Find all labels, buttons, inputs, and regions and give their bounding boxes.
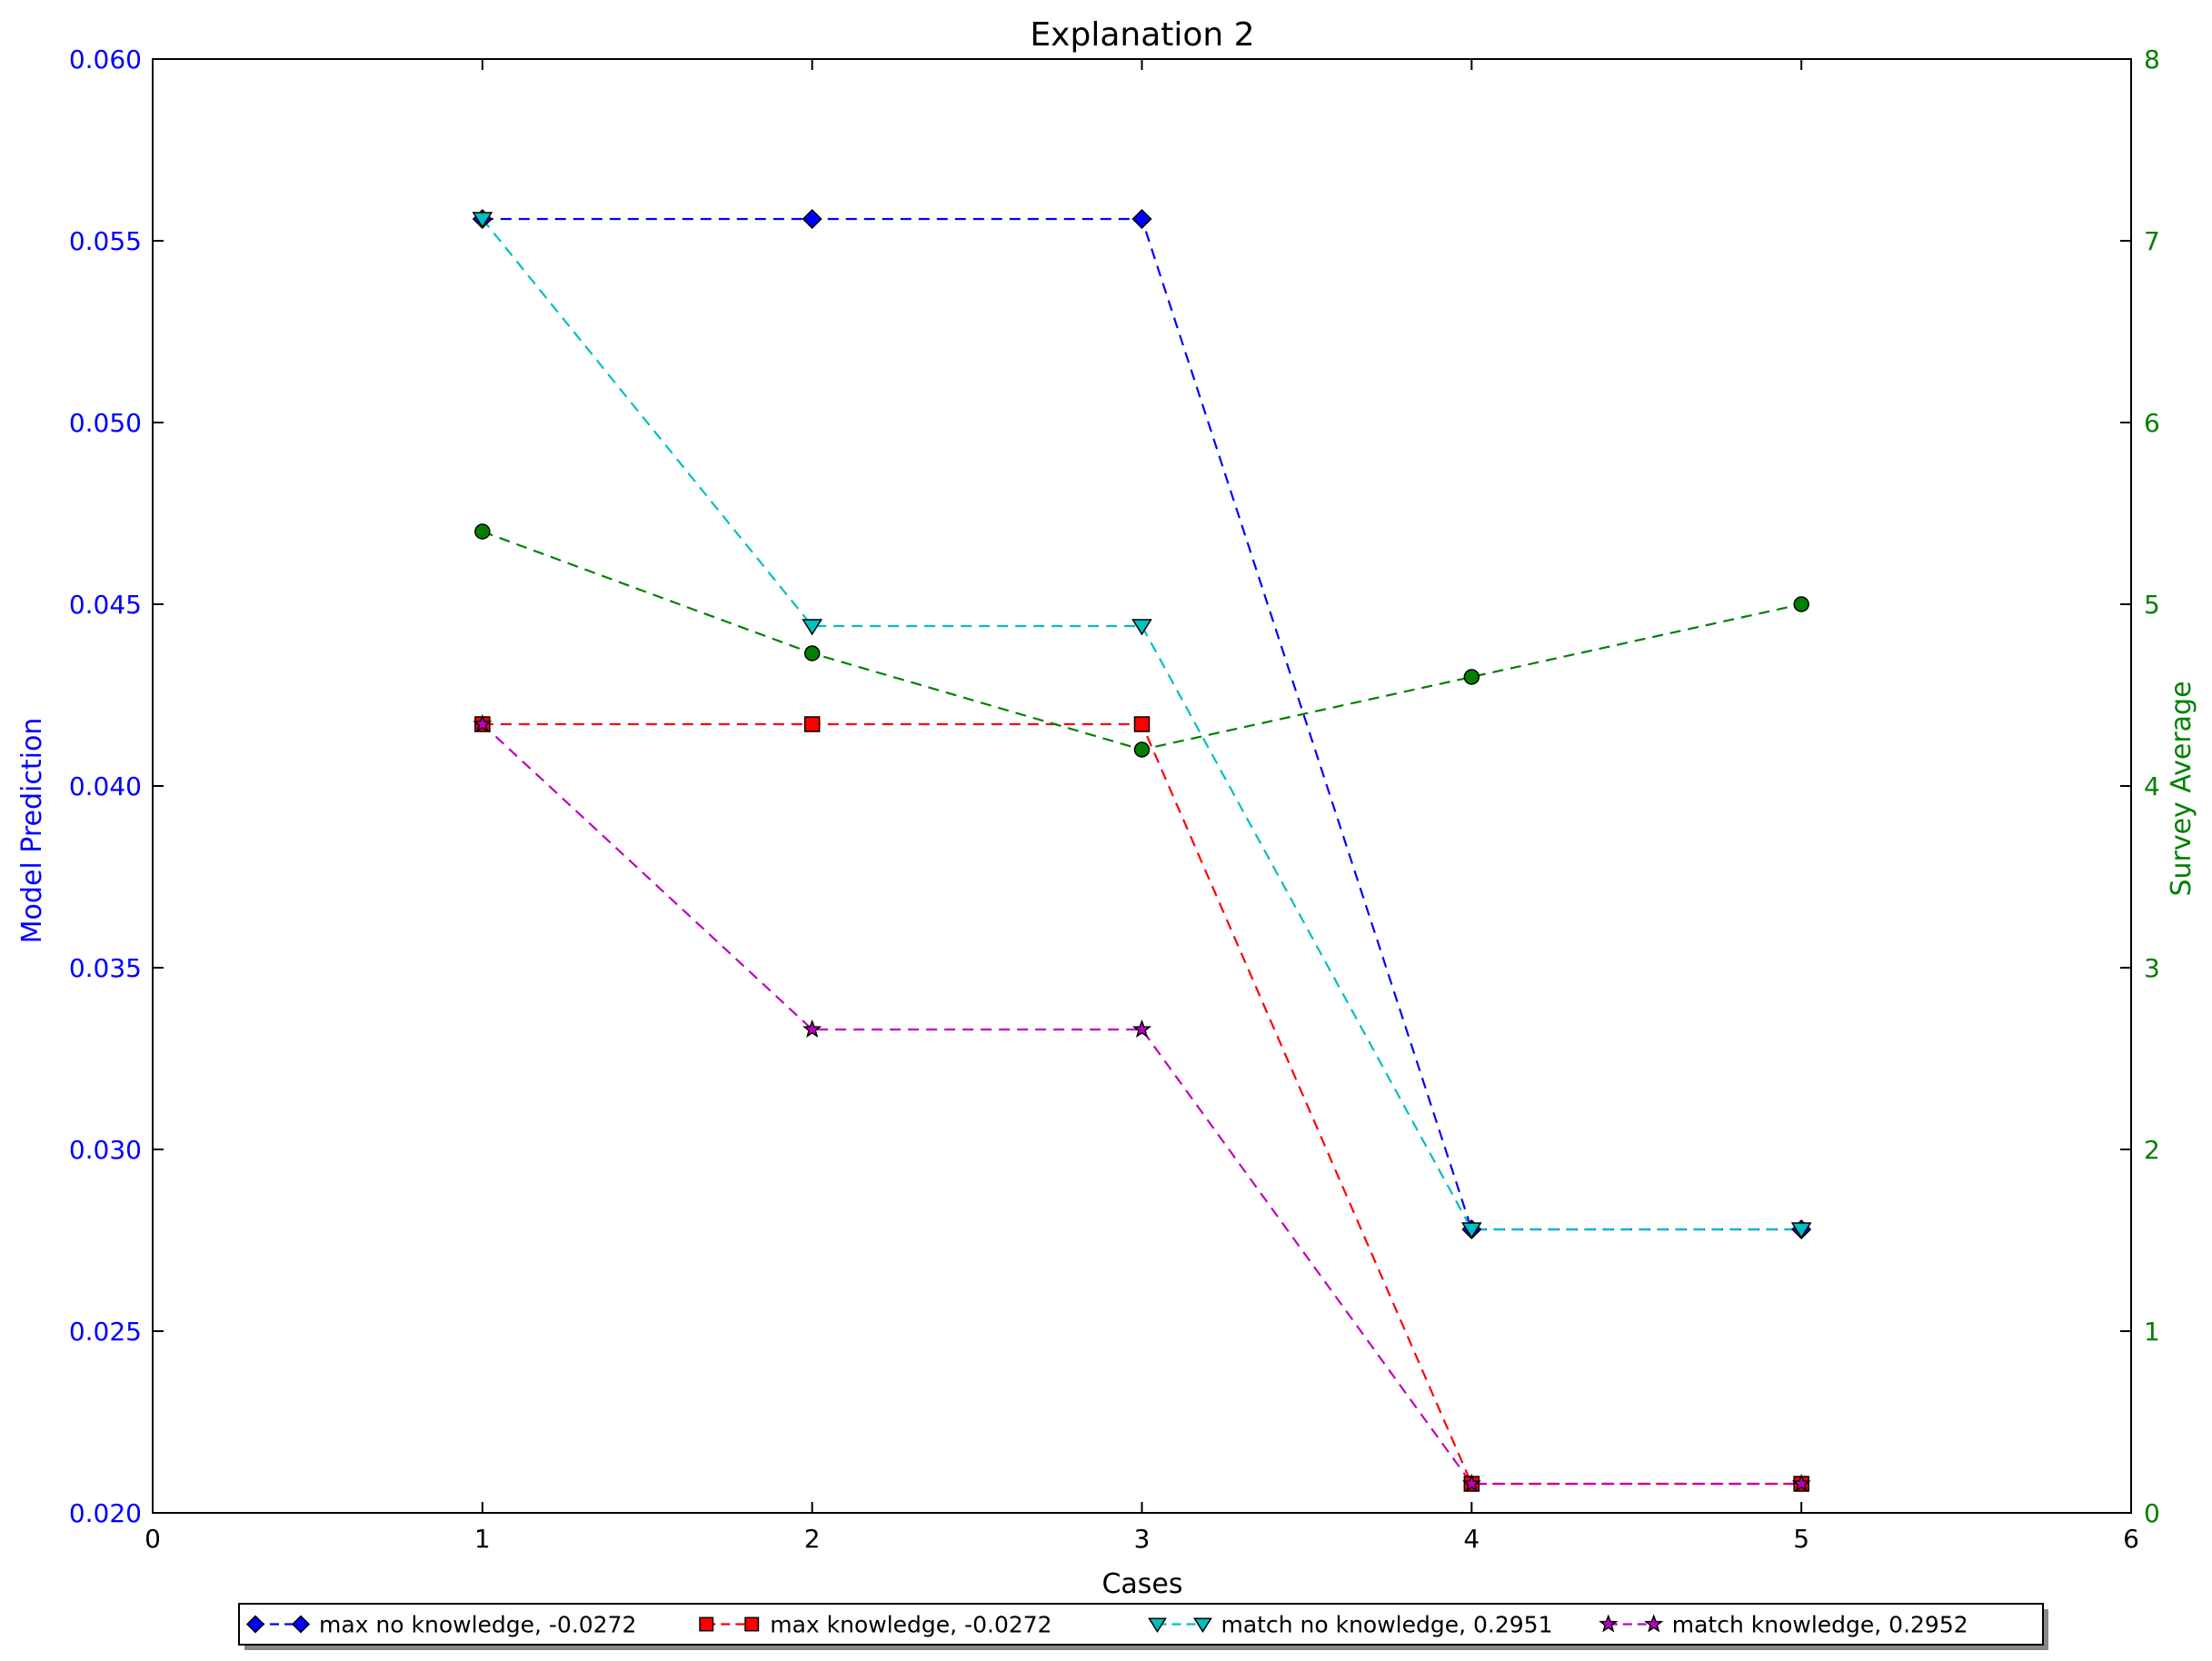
y-right-tick-label: 4 (2144, 771, 2160, 801)
y-axis-left-label: Model Prediction (16, 718, 48, 944)
x-tick-label: 6 (2123, 1524, 2139, 1554)
series-markers-2 (472, 212, 1812, 1239)
data-point-4-2 (1133, 741, 1151, 758)
legend-entry: match knowledge, 0.2952 (1599, 1612, 1968, 1638)
data-point-2-2 (1131, 619, 1152, 636)
legend: max no knowledge, -0.0272 max knowledge, … (238, 1603, 2048, 1650)
y-left-tick-label: 0.040 (69, 771, 142, 801)
y-right-tick-label: 8 (2144, 45, 2160, 75)
y-right-tick-label: 2 (2144, 1135, 2160, 1165)
data-point-3-1 (802, 1019, 822, 1039)
y-axis-right-label: Survey Average (2166, 681, 2197, 896)
data-point-1-1 (803, 716, 821, 732)
data-point-4-4 (1793, 596, 1809, 612)
data-point-4-3 (1463, 669, 1480, 685)
data-point-4-1 (803, 645, 821, 661)
series-line-3 (482, 723, 1802, 1486)
data-point-2-1 (802, 619, 823, 636)
y-right-tick-label: 7 (2144, 226, 2160, 256)
chart-title: Explanation 2 (1030, 16, 1254, 54)
y-left-tick-label: 0.020 (69, 1498, 142, 1528)
y-right-tick-label: 6 (2144, 408, 2160, 438)
x-tick-label: 1 (474, 1524, 491, 1554)
legend-marker (1599, 1614, 1619, 1633)
data-point-3-0 (473, 713, 493, 733)
y-left-tick-label: 0.030 (69, 1135, 142, 1165)
legend-marker (245, 1615, 265, 1634)
legend-entry: max knowledge, -0.0272 (699, 1612, 1052, 1638)
data-point-4-0 (474, 523, 491, 540)
legend-marker (744, 1616, 760, 1632)
data-point-0-2 (1131, 208, 1152, 230)
x-tick-label: 0 (144, 1524, 161, 1554)
legend-box (238, 1603, 2044, 1646)
legend-entry: max no knowledge, -0.0272 (245, 1612, 636, 1638)
y-left-tick-label: 0.055 (69, 226, 142, 256)
y-right-tick-label: 1 (2144, 1317, 2160, 1347)
x-axis-label: Cases (1101, 1568, 1182, 1600)
y-right-tick-label: 3 (2144, 953, 2160, 983)
legend-entry: match no knowledge, 0.2951 (1148, 1612, 1553, 1638)
x-tick-label: 2 (804, 1524, 821, 1554)
y-right-tick-label: 0 (2144, 1498, 2160, 1528)
data-point-0-1 (802, 208, 822, 230)
legend-label: match knowledge, 0.2952 (1672, 1612, 1968, 1638)
legend-label: max no knowledge, -0.0272 (319, 1612, 636, 1638)
legend-marker (699, 1616, 714, 1632)
legend-marker (1148, 1617, 1167, 1634)
data-point-2-3 (1460, 1222, 1482, 1239)
legend-label: match no knowledge, 0.2951 (1221, 1612, 1553, 1638)
series-markers-4 (474, 523, 1809, 758)
x-tick-label: 3 (1134, 1524, 1151, 1554)
legend-marker (1193, 1617, 1212, 1634)
legend-label: max knowledge, -0.0272 (770, 1612, 1051, 1638)
series-markers (472, 208, 1812, 1493)
axes: 0 1 2 3 4 5 6 0.020 0.025 0.030 0.035 0.040 0.045 0.0… (69, 45, 2160, 1554)
data-point-3-4 (1791, 1473, 1811, 1493)
legend-marker (1644, 1614, 1664, 1633)
series-markers-3 (473, 713, 1811, 1493)
data-point-1-2 (1133, 716, 1151, 732)
legend-marker (291, 1615, 311, 1634)
x-tick-label: 4 (1463, 1524, 1480, 1554)
x-tick-label: 5 (1793, 1524, 1809, 1554)
y-left-tick-label: 0.035 (69, 953, 142, 983)
y-right-tick-label: 5 (2144, 590, 2160, 620)
data-point-3-2 (1131, 1019, 1152, 1039)
series-line-2 (481, 218, 1802, 1231)
data-point-3-3 (1461, 1473, 1481, 1493)
y-left-tick-label: 0.025 (69, 1317, 142, 1347)
data-point-2-4 (1790, 1222, 1812, 1239)
y-left-tick-label: 0.045 (69, 590, 142, 620)
y-left-tick-label: 0.050 (69, 408, 142, 438)
data-point-2-0 (472, 212, 493, 229)
y-left-tick-label: 0.060 (69, 45, 142, 75)
